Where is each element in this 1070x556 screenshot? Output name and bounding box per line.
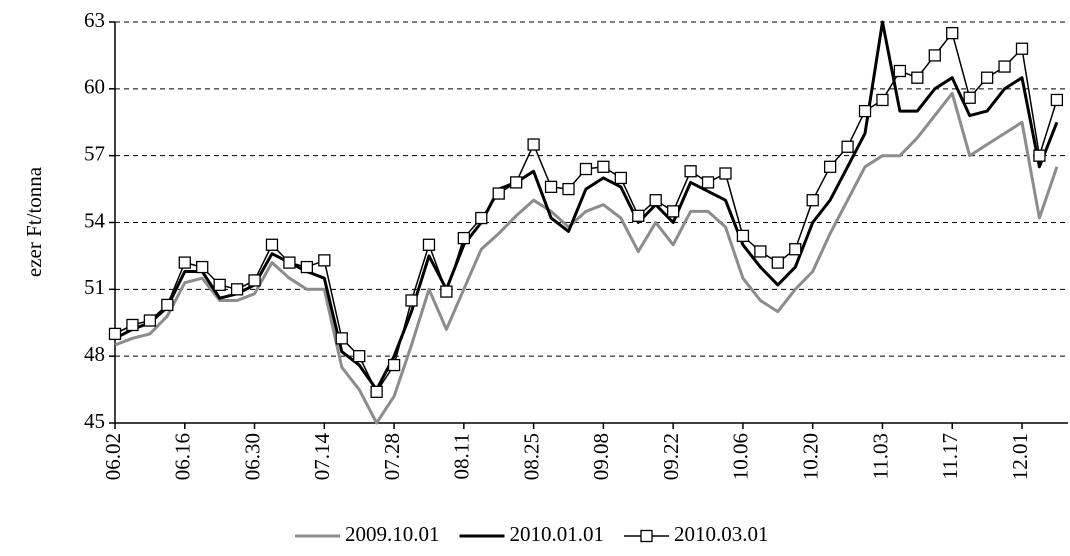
marker bbox=[911, 71, 924, 84]
x-tick-label: 06.02 bbox=[101, 433, 125, 480]
x-tick-label: 08.25 bbox=[519, 433, 543, 480]
y-tick-label: 57 bbox=[84, 141, 105, 165]
marker bbox=[632, 209, 645, 222]
x-tick-label: 08.11 bbox=[450, 433, 474, 479]
x-tick-label: 10.20 bbox=[799, 433, 823, 480]
marker bbox=[823, 160, 837, 173]
marker bbox=[353, 350, 366, 363]
marker bbox=[457, 231, 470, 245]
marker bbox=[614, 171, 627, 185]
x-tick-label: 10.06 bbox=[729, 433, 753, 480]
x-tick-label: 06.30 bbox=[240, 433, 264, 480]
y-axis-label: ezer Ft/tonna bbox=[22, 166, 46, 277]
marker bbox=[597, 160, 610, 173]
marker bbox=[946, 26, 959, 40]
marker bbox=[684, 165, 697, 178]
marker bbox=[422, 238, 436, 251]
marker bbox=[754, 245, 767, 258]
marker bbox=[701, 176, 715, 189]
marker bbox=[440, 285, 453, 298]
marker bbox=[649, 194, 662, 207]
x-tick-label: 06.16 bbox=[171, 433, 195, 480]
marker bbox=[1050, 93, 1064, 107]
marker bbox=[667, 205, 680, 218]
x-tick-label: 12.01 bbox=[1008, 433, 1032, 480]
marker bbox=[719, 167, 732, 180]
marker bbox=[928, 49, 941, 62]
marker bbox=[248, 274, 261, 287]
marker bbox=[841, 140, 854, 153]
marker bbox=[196, 260, 209, 274]
marker bbox=[161, 298, 174, 312]
marker bbox=[143, 314, 157, 327]
marker bbox=[475, 211, 488, 225]
marker bbox=[126, 318, 139, 332]
y-tick-label: 45 bbox=[84, 409, 105, 433]
legend-label: 2010.01.01 bbox=[510, 522, 605, 546]
marker bbox=[562, 182, 575, 196]
marker bbox=[771, 256, 784, 269]
marker bbox=[1015, 42, 1029, 55]
marker bbox=[283, 256, 296, 269]
x-tick-label: 09.08 bbox=[589, 433, 613, 480]
y-tick-label: 51 bbox=[84, 275, 105, 299]
marker bbox=[858, 104, 872, 118]
marker bbox=[213, 278, 226, 292]
marker bbox=[579, 162, 593, 176]
marker bbox=[405, 294, 418, 307]
marker bbox=[527, 138, 540, 151]
legend-label: 2009.10.01 bbox=[345, 522, 440, 546]
marker bbox=[300, 260, 314, 274]
marker bbox=[876, 93, 889, 107]
marker bbox=[335, 332, 348, 345]
x-tick-label: 11.17 bbox=[938, 433, 962, 479]
series-line bbox=[114, 20, 1059, 392]
series-line bbox=[114, 91, 1059, 425]
marker bbox=[108, 327, 122, 341]
marker bbox=[510, 176, 523, 189]
x-tick-label: 09.22 bbox=[659, 433, 683, 480]
marker bbox=[544, 180, 558, 194]
marker bbox=[492, 187, 505, 200]
y-tick-label: 63 bbox=[84, 8, 105, 32]
marker bbox=[387, 358, 401, 372]
marker bbox=[265, 238, 279, 251]
marker bbox=[963, 91, 976, 104]
x-tick-label: 11.03 bbox=[868, 433, 892, 479]
marker bbox=[736, 229, 750, 243]
legend-marker bbox=[640, 529, 653, 543]
marker bbox=[1033, 149, 1046, 162]
marker bbox=[806, 194, 819, 207]
marker bbox=[893, 64, 907, 78]
legend-label: 2010.03.01 bbox=[674, 522, 769, 546]
x-tick-label: 07.14 bbox=[310, 433, 334, 481]
y-tick-label: 48 bbox=[84, 342, 105, 366]
y-tick-label: 54 bbox=[84, 208, 106, 232]
marker bbox=[998, 60, 1011, 73]
y-tick-label: 60 bbox=[84, 75, 105, 99]
marker bbox=[178, 256, 191, 269]
marker bbox=[980, 71, 994, 84]
x-tick-label: 07.28 bbox=[380, 433, 404, 480]
marker bbox=[318, 254, 331, 267]
marker bbox=[230, 283, 244, 296]
marker bbox=[789, 243, 802, 256]
marker bbox=[370, 385, 383, 398]
